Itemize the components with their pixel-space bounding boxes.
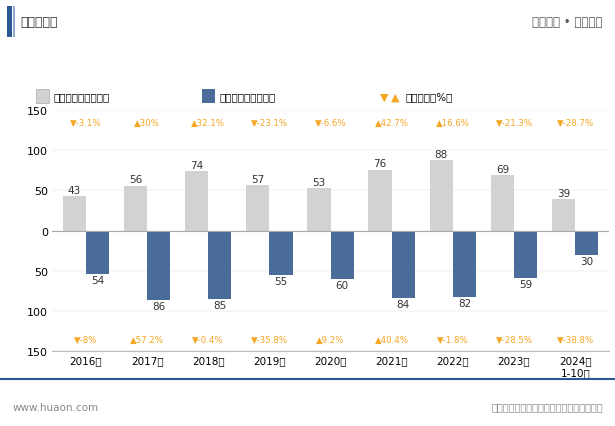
Text: ▲16.6%: ▲16.6% (436, 118, 470, 127)
Bar (392, 231, 415, 299)
Bar (491, 176, 514, 231)
Bar (331, 231, 354, 279)
Text: 88: 88 (435, 150, 448, 159)
Text: 华经情报网: 华经情报网 (20, 16, 58, 29)
Text: 同比增速（%）: 同比增速（%） (405, 92, 453, 102)
Text: ▲30%: ▲30% (134, 118, 160, 127)
Text: 55: 55 (274, 276, 288, 286)
Bar (202, 90, 215, 104)
Bar (86, 231, 109, 274)
Bar (208, 231, 231, 299)
Text: 53: 53 (312, 177, 325, 187)
Bar (63, 197, 86, 231)
Text: ▼-23.1%: ▼-23.1% (251, 118, 288, 127)
Bar (147, 231, 170, 300)
Text: ▼-8%: ▼-8% (74, 335, 98, 344)
Text: 43: 43 (68, 185, 81, 196)
Text: ▼-28.7%: ▼-28.7% (557, 118, 593, 127)
Text: 54: 54 (91, 276, 104, 285)
Text: 60: 60 (336, 280, 349, 291)
Bar (575, 231, 598, 255)
Bar (185, 172, 208, 231)
Text: 数据来源：中国海关；华经产业研究院整理: 数据来源：中国海关；华经产业研究院整理 (491, 402, 603, 412)
Text: 2016-2024年10月广西壮族自治区外商投资企业进、出口额: 2016-2024年10月广西壮族自治区外商投资企业进、出口额 (140, 56, 475, 74)
Text: ▲9.2%: ▲9.2% (316, 335, 345, 344)
Text: ▼-38.8%: ▼-38.8% (557, 335, 593, 344)
Text: ▼-0.4%: ▼-0.4% (192, 335, 224, 344)
Bar (453, 231, 476, 297)
Text: ▲32.1%: ▲32.1% (191, 118, 225, 127)
Bar (36, 90, 49, 104)
Text: 74: 74 (190, 161, 203, 170)
Text: ▲: ▲ (391, 92, 400, 102)
Text: ▼-3.1%: ▼-3.1% (70, 118, 101, 127)
Text: 出口总额（亿美元）: 出口总额（亿美元） (54, 92, 110, 102)
Text: 专业严谨 • 客观科学: 专业严谨 • 客观科学 (533, 16, 603, 29)
Text: ▼-28.5%: ▼-28.5% (496, 335, 533, 344)
Text: ▲42.7%: ▲42.7% (375, 118, 409, 127)
Text: ▼-1.8%: ▼-1.8% (437, 335, 469, 344)
Text: ▼-35.8%: ▼-35.8% (251, 335, 288, 344)
Text: 76: 76 (373, 159, 387, 169)
Text: 82: 82 (458, 298, 471, 308)
Bar (514, 231, 538, 279)
Text: ▼: ▼ (379, 92, 388, 102)
Bar (308, 189, 330, 231)
Text: 84: 84 (397, 300, 410, 310)
Text: www.huaon.com: www.huaon.com (12, 402, 98, 412)
Text: 56: 56 (129, 175, 142, 185)
Text: ▲40.4%: ▲40.4% (375, 335, 409, 344)
Text: 进口总额（亿美元）: 进口总额（亿美元） (220, 92, 276, 102)
Bar (430, 161, 453, 231)
Bar (269, 231, 293, 275)
Text: 85: 85 (213, 300, 226, 311)
Bar (124, 186, 147, 231)
Text: 69: 69 (496, 164, 509, 175)
Text: 57: 57 (251, 174, 264, 184)
Bar (368, 170, 392, 231)
Bar (552, 200, 575, 231)
Text: ▼-21.3%: ▼-21.3% (496, 118, 533, 127)
Bar (7, 7, 12, 38)
Text: ▲57.2%: ▲57.2% (130, 335, 164, 344)
Text: 30: 30 (581, 256, 593, 266)
Text: 86: 86 (152, 301, 165, 311)
Text: ▼-6.6%: ▼-6.6% (315, 118, 346, 127)
Text: 39: 39 (557, 189, 570, 199)
Bar (246, 185, 269, 231)
Bar (13, 7, 15, 38)
Text: 59: 59 (519, 279, 533, 290)
